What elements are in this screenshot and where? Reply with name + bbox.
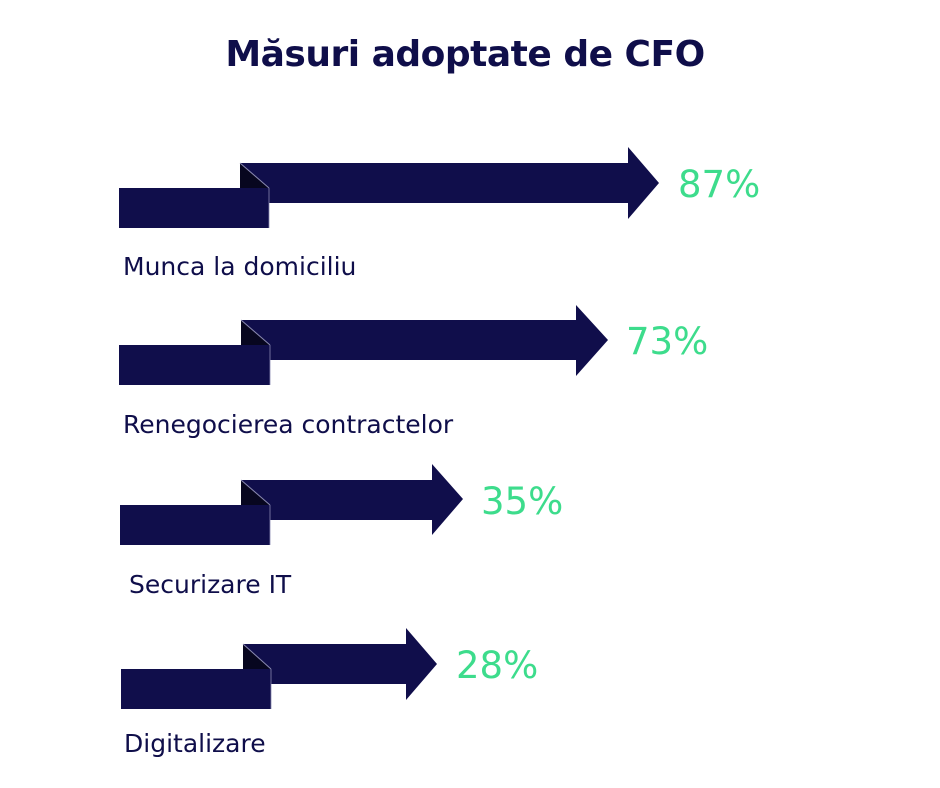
arrow-bar-4 <box>121 628 437 709</box>
chart-title: Măsuri adoptate de CFO <box>225 34 705 75</box>
category-label-1: Munca la domiciliu <box>123 252 357 281</box>
arrow-bar-1 <box>119 147 659 228</box>
arrow-bar-3 <box>120 464 463 545</box>
category-label-2: Renegocierea contractelor <box>123 410 454 439</box>
arrow-bar-2 <box>119 305 608 385</box>
value-label-1: 87% <box>678 163 761 206</box>
category-label-3: Securizare IT <box>129 570 292 599</box>
value-label-4: 28% <box>456 644 539 687</box>
value-label-2: 73% <box>626 320 709 363</box>
value-label-3: 35% <box>481 480 564 523</box>
category-label-4: Digitalizare <box>124 729 266 758</box>
